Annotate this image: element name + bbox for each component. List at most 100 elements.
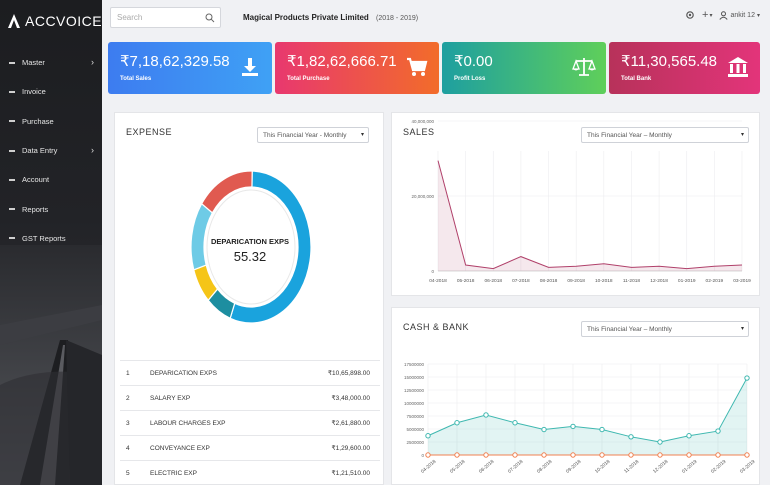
- caret-down-icon: ▾: [360, 132, 364, 138]
- top-actions: + ▾ ankit 12 ▾: [685, 9, 760, 21]
- data-point[interactable]: [570, 452, 576, 458]
- data-point[interactable]: [744, 375, 750, 381]
- expense-amount: ₹3,48,000.00: [331, 395, 370, 402]
- sidebar-item-label: Reports: [22, 204, 49, 214]
- expense-donut-chart: [190, 170, 312, 324]
- sidebar-item-gst-reports[interactable]: GST Reports: [0, 224, 102, 253]
- expense-period-select[interactable]: This Financial Year - Monthly ▾: [257, 127, 369, 143]
- settings-button[interactable]: [685, 10, 695, 20]
- data-point[interactable]: [686, 433, 692, 439]
- data-point[interactable]: [541, 426, 547, 433]
- add-button[interactable]: + ▾: [702, 9, 712, 21]
- data-point[interactable]: [686, 452, 692, 458]
- sidebar-item-invoice[interactable]: Invoice: [0, 77, 102, 106]
- stat-card-total-purchase[interactable]: ₹1,82,62,666.71 Total Purchase: [275, 42, 439, 94]
- sidebar-item-reports[interactable]: Reports: [0, 194, 102, 223]
- x-tick-label: 10-2018: [594, 459, 612, 475]
- data-point[interactable]: [657, 439, 663, 445]
- x-tick-label: 06-2018: [478, 459, 496, 475]
- data-point[interactable]: [483, 412, 489, 418]
- donut-slice[interactable]: [229, 170, 312, 324]
- data-point[interactable]: [628, 452, 634, 458]
- data-point[interactable]: [425, 433, 431, 439]
- row-number: 2: [126, 394, 130, 402]
- sidebar-item-data-entry[interactable]: Data Entry ›: [0, 136, 102, 165]
- road-background-image: [0, 245, 102, 485]
- user-menu[interactable]: ankit 12 ▾: [719, 10, 760, 20]
- stat-card-total-bank[interactable]: ₹11,30,565.48 Total Bank: [609, 42, 760, 94]
- stat-value: ₹0.00: [454, 53, 493, 70]
- data-point[interactable]: [512, 452, 518, 458]
- caret-down-icon: ▾: [740, 326, 744, 332]
- data-point[interactable]: [628, 434, 634, 440]
- stat-value: ₹7,18,62,329.58: [120, 53, 230, 70]
- x-tick-label: 01-2019: [678, 278, 696, 284]
- sidebar-nav: Master › Invoice Purchase Data Entry › A…: [0, 48, 102, 253]
- scale-icon: [572, 58, 596, 76]
- dash-icon: [9, 178, 15, 181]
- table-row[interactable]: 3 LABOUR CHARGES EXP ₹2,61,880.00: [120, 410, 380, 435]
- expense-amount: ₹1,21,510.00: [331, 470, 370, 477]
- cash-bank-period-select[interactable]: This Financial Year – Monthly ▾: [581, 321, 749, 337]
- expense-name: SALARY EXP: [150, 394, 191, 402]
- stat-label: Total Sales: [120, 76, 152, 82]
- data-point[interactable]: [483, 452, 489, 458]
- stat-card-profit-loss[interactable]: ₹0.00 Profit Loss: [442, 42, 606, 94]
- y-tick-label: 2500000: [406, 440, 424, 445]
- table-row[interactable]: 5 ELECTRIC EXP ₹1,21,510.00: [120, 460, 380, 485]
- sales-period-select[interactable]: This Financial Year – Monthly ▾: [581, 127, 749, 143]
- table-row[interactable]: 2 SALARY EXP ₹3,48,000.00: [120, 385, 380, 410]
- data-point[interactable]: [512, 420, 518, 426]
- data-point[interactable]: [599, 426, 605, 433]
- expense-name: CONVEYANCE EXP: [150, 444, 210, 452]
- x-tick-label: 04-2018: [420, 459, 438, 475]
- data-point[interactable]: [657, 452, 663, 458]
- dash-icon: [9, 120, 15, 123]
- y-tick-label: 40,000,000: [411, 119, 434, 124]
- dash-icon: [9, 208, 15, 211]
- donut-slice[interactable]: [200, 170, 253, 214]
- financial-year: (2018 - 2019): [376, 15, 419, 22]
- data-point[interactable]: [454, 452, 460, 458]
- x-tick-label: 05-2018: [449, 459, 467, 475]
- stat-value: ₹1,82,62,666.71: [287, 53, 397, 70]
- x-tick-label: 08-2018: [536, 459, 554, 475]
- app-logo[interactable]: ACCVOICE ©: [7, 13, 102, 29]
- cart-icon: [407, 57, 428, 76]
- expense-name: DEPARICATION EXPS: [150, 369, 217, 377]
- sidebar-item-label: Master: [22, 58, 45, 68]
- data-point[interactable]: [541, 452, 547, 458]
- x-tick-label: 02-2019: [710, 459, 728, 475]
- row-number: 4: [126, 444, 130, 452]
- table-row[interactable]: 1 DEPARICATION EXPS ₹10,65,898.00: [120, 360, 380, 385]
- caret-down-icon: ▾: [709, 12, 713, 19]
- sidebar-item-master[interactable]: Master ›: [0, 48, 102, 77]
- data-point[interactable]: [425, 452, 431, 458]
- expense-amount: ₹2,61,880.00: [331, 420, 370, 427]
- search-input[interactable]: [117, 13, 202, 22]
- dash-icon: [9, 90, 15, 93]
- x-tick-label: 07-2018: [512, 278, 530, 284]
- select-value: This Financial Year - Monthly: [263, 131, 347, 139]
- sidebar-item-account[interactable]: Account: [0, 165, 102, 194]
- row-number: 5: [126, 469, 130, 477]
- table-row[interactable]: 4 CONVEYANCE EXP ₹1,29,600.00: [120, 435, 380, 460]
- logo-text: ACCVOICE: [25, 13, 102, 29]
- data-point[interactable]: [570, 423, 576, 430]
- gear-icon: [686, 11, 694, 19]
- data-point[interactable]: [715, 452, 721, 458]
- x-tick-label: 10-2018: [595, 278, 613, 284]
- sidebar-item-purchase[interactable]: Purchase: [0, 107, 102, 136]
- stat-card-total-sales[interactable]: ₹7,18,62,329.58 Total Sales: [108, 42, 272, 94]
- row-number: 1: [126, 369, 130, 377]
- data-point[interactable]: [715, 428, 721, 434]
- download-icon: [242, 58, 258, 76]
- search-icon[interactable]: [205, 13, 215, 23]
- chevron-right-icon: ›: [91, 57, 94, 67]
- data-point[interactable]: [599, 452, 605, 458]
- chevron-right-icon: ›: [91, 144, 94, 155]
- company-name: Magical Products Private Limited: [243, 13, 369, 22]
- x-tick-label: 03-2019: [739, 459, 757, 475]
- data-point[interactable]: [454, 420, 460, 426]
- data-point[interactable]: [744, 452, 750, 458]
